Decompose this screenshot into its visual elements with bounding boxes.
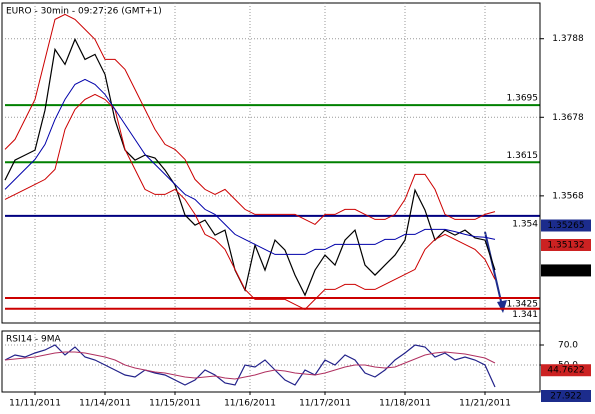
rsi-line — [4, 351, 496, 380]
x-tick-label: 11/14/2011 — [79, 399, 131, 409]
rsi-line — [4, 344, 496, 388]
y-tick-label: 1.3568 — [552, 191, 584, 201]
x-tick-label: 11/17/2011 — [299, 399, 351, 409]
panel-title: EURO - 30min - 09:27:26 (GMT+1) — [6, 7, 162, 17]
x-tick-label: 11/16/2011 — [224, 399, 276, 409]
band-line — [4, 13, 496, 226]
level-label: 1.3695 — [507, 94, 539, 104]
price-marker — [541, 219, 591, 232]
level-label: 1.3615 — [507, 151, 539, 161]
y-tick-label: 1.3678 — [552, 113, 584, 123]
x-tick-label: 11/11/2011 — [9, 399, 61, 409]
x-tick-label: 11/21/2011 — [459, 399, 511, 409]
band-line — [4, 93, 496, 311]
marker-label: 27.922 — [550, 392, 582, 402]
marker-label: 1.35132 — [547, 241, 584, 251]
price-marker — [541, 264, 591, 277]
x-tick-label: 11/18/2011 — [379, 399, 431, 409]
price-marker — [541, 239, 591, 251]
price-marker — [541, 364, 591, 377]
arrow-head — [497, 300, 507, 313]
x-tick-label: 11/15/2011 — [149, 399, 201, 409]
price-line — [4, 37, 496, 297]
marker-label: 1.35265 — [547, 221, 584, 231]
panel-title: RSI14 - 9MA — [6, 335, 62, 345]
price-marker — [541, 390, 591, 402]
level-label: 1.354 — [512, 219, 538, 229]
y-tick-label: 1.3788 — [552, 34, 584, 44]
level-label: 1.3425 — [507, 300, 539, 310]
marker-label: 44.7622 — [547, 366, 584, 376]
band-line — [4, 78, 496, 255]
marker-label: 1.34636 — [547, 266, 584, 276]
y-tick-label: 70.0 — [558, 341, 578, 351]
level-label: 1.341 — [512, 310, 538, 320]
